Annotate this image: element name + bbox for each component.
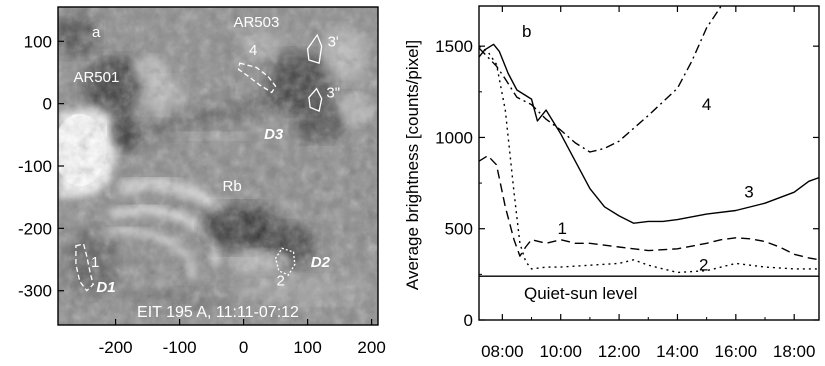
x-tick-label-a: 100 [293, 338, 321, 357]
contour-region-4 [237, 62, 277, 94]
image-annotation: 4 [249, 42, 257, 59]
series-line-1 [478, 155, 820, 261]
image-caption: EIT 195 A, 11:11-07:12 [137, 304, 299, 321]
eit-image-panel: a AR501 AR503 4 3' 3" D3 Rb D2 2 1 D1 EIT 195 A, 11:… [18, 6, 386, 357]
image-annotation: 3" [326, 84, 340, 101]
eit-image: a AR501 AR503 4 3' 3" D3 Rb D2 2 1 D1 EIT 195 A, 11:… [58, 7, 378, 325]
image-annotation: 2 [277, 273, 285, 290]
x-tick-label-a: 200 [357, 338, 385, 357]
image-annotation: AR503 [233, 14, 279, 31]
y-tick-label-b: 1500 [435, 37, 473, 56]
image-annotation: D3 [264, 126, 284, 143]
brightness-curve-panel: Average brightness [counts/pixel] b 08:0… [403, 5, 820, 361]
contour-region-1 [75, 243, 94, 292]
y-tick-label-a: -200 [18, 219, 52, 238]
series-line-3 [478, 43, 820, 224]
x-tick-label-b: 14:00 [656, 342, 699, 361]
image-annotation: Rb [222, 178, 241, 195]
contour-region-3" [308, 87, 323, 113]
series-label-3: 3 [744, 183, 753, 202]
image-annotation: AR501 [73, 69, 119, 86]
image-annotation: D1 [96, 279, 115, 296]
y-tick-label-b: 1000 [435, 128, 473, 147]
series-label-1: 1 [557, 219, 566, 238]
x-tick-label-b: 16:00 [715, 342, 758, 361]
series-label-2: 2 [699, 256, 708, 275]
image-annotation: D2 [311, 254, 331, 271]
contour-region-2 [274, 247, 296, 276]
y-tick-label-a: 0 [43, 95, 52, 114]
x-tick-label-b: 10:00 [539, 342, 582, 361]
contour-region-3' [306, 33, 323, 64]
panel-a-label: a [92, 24, 101, 41]
image-annotation: 3' [328, 33, 339, 50]
y-tick-label-a: -100 [18, 157, 52, 176]
series-line-4 [478, 5, 722, 153]
quiet-sun-label: Quiet-sun level [524, 284, 637, 303]
y-tick-label-b: 0 [464, 311, 473, 330]
x-tick-label-a: -200 [99, 338, 133, 357]
y-tick-label-a: -300 [18, 282, 52, 301]
y-tick-label-a: 100 [24, 32, 52, 51]
y-tick-label-b: 500 [445, 220, 473, 239]
y-axis-label: Average brightness [counts/pixel] [403, 40, 422, 290]
series-label-4: 4 [702, 95, 711, 114]
x-tick-label-b: 08:00 [481, 342, 524, 361]
x-tick-label-a: -100 [163, 338, 197, 357]
x-tick-label-b: 18:00 [773, 342, 816, 361]
x-tick-label-a: 0 [239, 338, 248, 357]
panel-b-label: b [522, 22, 531, 41]
image-annotation: 1 [91, 254, 99, 271]
x-tick-label-b: 12:00 [598, 342, 641, 361]
